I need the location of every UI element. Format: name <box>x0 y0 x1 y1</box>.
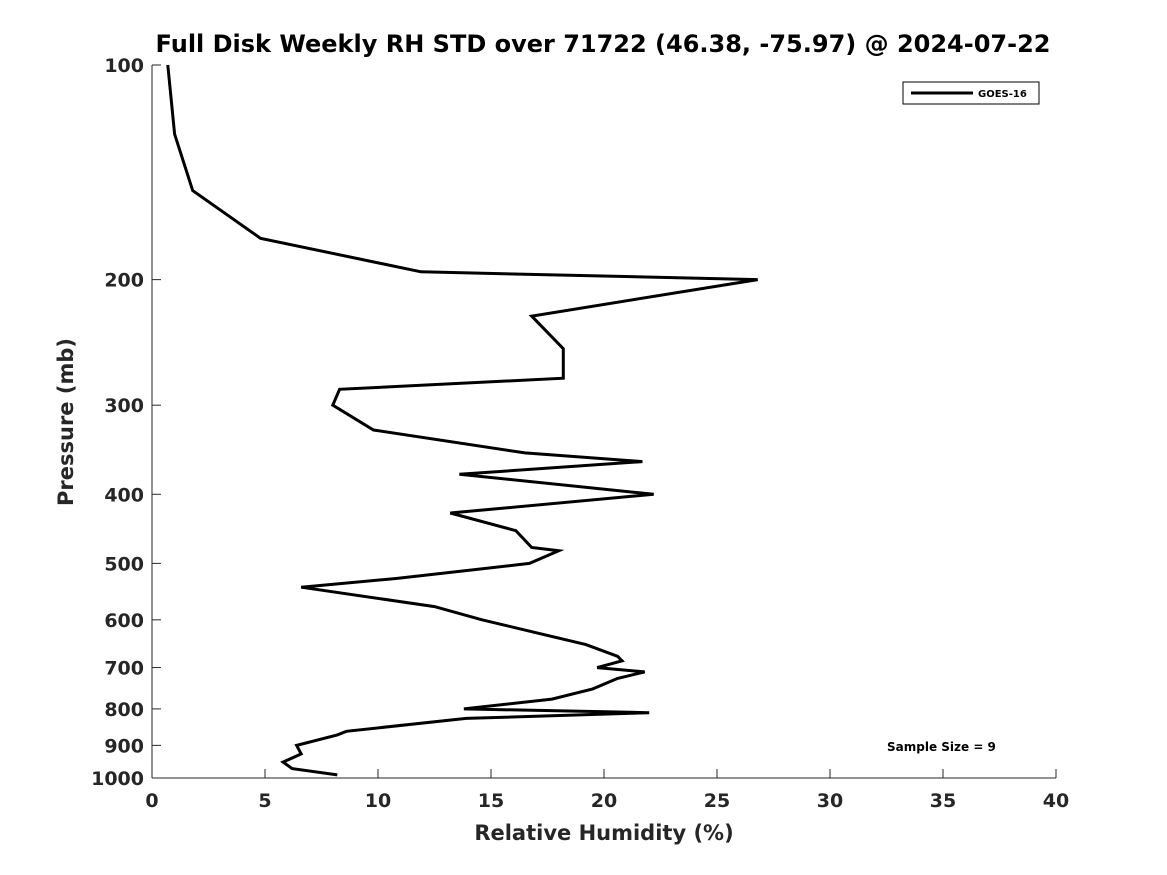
x-tick-label: 0 <box>145 790 158 812</box>
y-tick-label: 300 <box>104 395 144 417</box>
y-tick-label: 1000 <box>91 768 144 790</box>
x-tick-label: 25 <box>704 790 730 812</box>
y-tick-label: 800 <box>104 699 144 721</box>
y-tick-label: 900 <box>104 735 144 757</box>
legend: GOES-16 <box>902 81 1040 105</box>
x-tick-label: 40 <box>1043 790 1069 812</box>
chart-title: Full Disk Weekly RH STD over 71722 (46.3… <box>156 30 1051 58</box>
x-tick-label: 35 <box>930 790 956 812</box>
y-tick-label: 500 <box>104 553 144 575</box>
plot-area <box>152 65 1056 778</box>
sample-size-annotation: Sample Size = 9 <box>887 740 996 754</box>
y-tick-label: 700 <box>104 658 144 680</box>
y-tick-label: 100 <box>104 55 144 77</box>
x-tick-label: 10 <box>365 790 391 812</box>
series-line-goes-16 <box>166 64 758 777</box>
x-tick-label: 30 <box>817 790 843 812</box>
x-tick-label: 5 <box>258 790 271 812</box>
legend-label-goes-16: GOES-16 <box>978 89 1027 100</box>
y-axis-label: Pressure (mb) <box>54 338 78 506</box>
x-tick-label: 15 <box>478 790 504 812</box>
tick-group: 0 5 10 15 20 25 30 35 40 100 200 300 400 500 600 700 800… <box>91 55 1069 812</box>
series-group <box>166 64 758 777</box>
y-tick-label: 600 <box>104 610 144 632</box>
y-tick-label: 200 <box>104 270 144 292</box>
x-axis-label: Relative Humidity (%) <box>474 821 733 845</box>
x-tick-label: 20 <box>591 790 617 812</box>
y-tick-label: 400 <box>104 484 144 506</box>
